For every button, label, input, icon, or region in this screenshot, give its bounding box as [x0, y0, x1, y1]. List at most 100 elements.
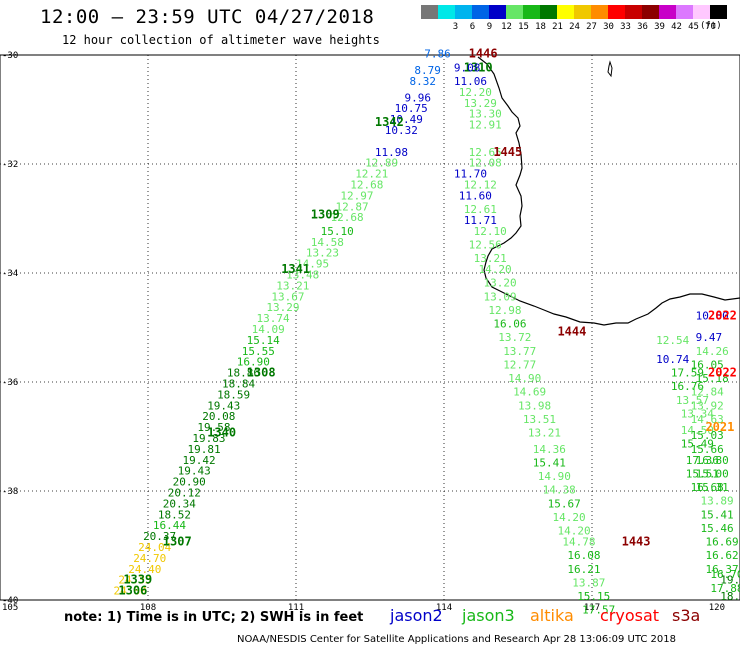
- color-swatch: [591, 5, 608, 19]
- color-swatch: [523, 5, 540, 19]
- wave-height-value: 18.84: [222, 377, 255, 390]
- legend-entry-jason2: jason2: [390, 606, 443, 625]
- wave-height-value: 13.34: [681, 407, 714, 420]
- wave-height-value: 12.98: [488, 304, 521, 317]
- wave-height-value: 14.90: [508, 372, 541, 385]
- wave-height-value: 24.40: [128, 563, 161, 576]
- wave-height-value: 20.12: [168, 486, 201, 499]
- color-swatch-label: 9: [486, 22, 493, 32]
- wave-height-value: 13.67: [271, 290, 304, 303]
- pass-time-label: 1340: [207, 426, 236, 440]
- wave-height-value: 13.20: [483, 277, 516, 290]
- wave-height-value: 12.84: [691, 386, 724, 399]
- wave-height-value: 19.43: [207, 399, 240, 412]
- wave-height-value: 14.20: [557, 525, 590, 538]
- wave-height-value: 10.49: [390, 113, 423, 126]
- wave-height-value: 11.06: [454, 75, 487, 88]
- wave-height-value: 13.29: [266, 301, 299, 314]
- wave-height-value: 15.10: [321, 225, 354, 238]
- color-swatch: [676, 5, 693, 19]
- wave-height-value: 16.08: [567, 549, 600, 562]
- wave-height-value: 13.74: [257, 312, 290, 325]
- wave-height-value: 17.88: [710, 582, 740, 595]
- color-swatch: [421, 5, 438, 19]
- legend-entry-altika: altika: [530, 606, 574, 625]
- wave-height-value: 13.87: [572, 576, 605, 589]
- wave-height-value: 13.29: [464, 97, 497, 110]
- wave-height-value: 16.69: [705, 536, 738, 549]
- pass-time-label: 1306: [118, 584, 147, 598]
- wave-height-value: 9.47: [696, 331, 723, 344]
- wave-height-value: 19.83: [192, 432, 225, 445]
- pass-time-label: 1445: [493, 145, 522, 159]
- wave-height-value: 11.71: [464, 214, 497, 227]
- wave-height-labels: 7.868.798.329.9610.7510.4910.3211.9812.8…: [113, 47, 740, 617]
- wave-height-value: 12.87: [335, 200, 368, 213]
- color-swatch: [540, 5, 557, 19]
- wave-height-value: 13.21: [474, 252, 507, 265]
- latitude-label: -38: [2, 487, 18, 497]
- color-swatch-label: 70: [705, 22, 716, 32]
- wave-height-value: 14.69: [513, 386, 546, 399]
- color-swatch-label: 3: [452, 22, 459, 32]
- longitude-label: 120: [709, 603, 725, 613]
- wave-height-value: 12.10: [474, 225, 507, 238]
- wave-height-value: 14.78: [562, 536, 595, 549]
- wave-height-value: 13.48: [286, 268, 319, 281]
- color-swatch: [710, 5, 727, 19]
- wave-height-value: 13.21: [276, 279, 309, 292]
- wave-height-value: 16.44: [153, 519, 186, 532]
- wave-height-value: 14.36: [533, 443, 566, 456]
- legend-entry-cryosat: cryosat: [600, 606, 660, 625]
- wave-height-value: 19.81: [187, 443, 220, 456]
- wave-height-value: 10.32: [385, 124, 418, 137]
- wave-height-value: 15.41: [701, 508, 734, 521]
- color-swatch: [489, 5, 506, 19]
- color-swatch: [659, 5, 676, 19]
- wave-height-value: 8.32: [409, 75, 436, 88]
- wave-height-value: 14.09: [252, 323, 285, 336]
- wave-height-value: 19.58: [197, 421, 230, 434]
- pass-time-label: 1308: [247, 366, 276, 380]
- wave-height-value: 24.04: [138, 541, 171, 554]
- pass-time-label: 2022: [708, 366, 737, 380]
- credit-line: NOAA/NESDIS Center for Satellite Applica…: [237, 634, 676, 645]
- wave-height-value: 13.77: [503, 345, 536, 358]
- wave-height-value: 18.24: [720, 590, 740, 603]
- wave-height-value: 14.58: [311, 236, 344, 249]
- wave-height-value: 15.46: [701, 522, 734, 535]
- wave-height-value: 20.08: [202, 410, 235, 423]
- color-swatch-label: 12: [501, 22, 512, 32]
- longitude-label: 111: [288, 603, 304, 613]
- wave-height-value: 13.89: [701, 495, 734, 508]
- wave-height-value: 12.21: [355, 168, 388, 181]
- color-swatch-label: 6: [469, 22, 476, 32]
- color-swatch: [693, 5, 710, 19]
- pass-time-label: 1446: [469, 47, 498, 61]
- wave-height-value: 15.00: [696, 467, 729, 480]
- wave-height-value: 11.98: [375, 146, 408, 159]
- wave-height-value: 12.08: [469, 157, 502, 170]
- wave-height-value: 16.21: [567, 563, 600, 576]
- wave-height-value: 17.57: [582, 604, 615, 617]
- wave-height-value: 10.80: [696, 309, 729, 322]
- color-scale-units: (ft): [700, 21, 722, 31]
- wave-height-value: 12.77: [503, 358, 536, 371]
- wave-height-value: 19.42: [183, 454, 216, 467]
- wave-height-value: 12.89: [365, 157, 398, 170]
- wave-height-value: 20.90: [173, 476, 206, 489]
- color-swatch: [642, 5, 659, 19]
- legend-entry-s3a: s3a: [672, 606, 701, 625]
- wave-height-value: 15.49: [681, 437, 714, 450]
- wave-height-value: 24.70: [133, 552, 166, 565]
- wave-height-value: 24.80: [113, 585, 146, 598]
- wave-height-value: 19.03: [720, 574, 740, 587]
- wave-height-value: 14.90: [538, 470, 571, 483]
- wave-height-value: 20.34: [163, 497, 196, 510]
- color-swatch-label: 42: [671, 22, 682, 32]
- color-swatch: [438, 5, 455, 19]
- wave-height-value: 15.41: [533, 456, 566, 469]
- wave-height-value: 16.06: [493, 318, 526, 331]
